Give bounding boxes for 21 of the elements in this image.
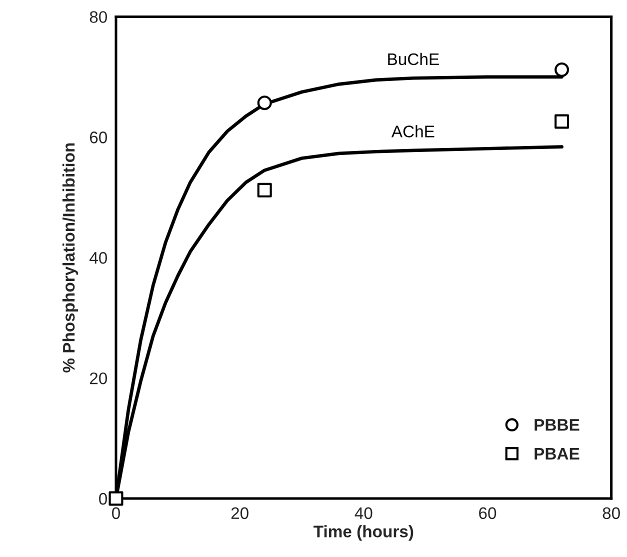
y-tick-label: 20 <box>90 372 108 384</box>
y-tick-label: 40 <box>90 252 108 264</box>
point <box>554 114 570 129</box>
x-tick-label: 60 <box>479 507 496 520</box>
x-axis-title: Time (hours) <box>314 525 414 541</box>
series-label: BuChE <box>388 52 439 66</box>
y-tick-label: 60 <box>90 132 108 144</box>
y-tick-label: 80 <box>90 11 108 23</box>
y-tick-label: 0 <box>99 492 108 505</box>
x-tick-label: 0 <box>112 507 120 520</box>
legend-label: PBBE <box>534 419 580 431</box>
point <box>257 182 272 198</box>
x-tick-label: 40 <box>354 507 372 520</box>
point <box>554 62 570 77</box>
series-label: AChE <box>391 125 434 138</box>
x-tick-label: 80 <box>602 507 620 520</box>
point <box>108 491 124 506</box>
point <box>257 96 272 110</box>
legend-label: PBAE <box>534 448 580 460</box>
y-axis-title: % Phosphorylation/Inhibition <box>62 143 78 372</box>
x-tick-label: 20 <box>231 507 248 520</box>
